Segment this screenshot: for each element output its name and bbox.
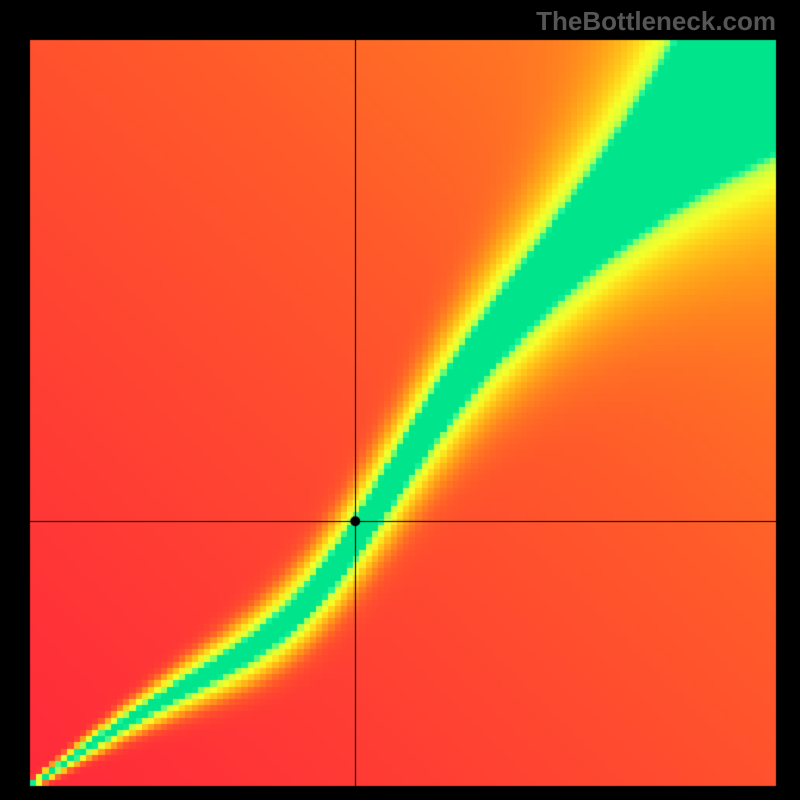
watermark-text: TheBottleneck.com — [536, 6, 776, 37]
bottleneck-heatmap — [0, 0, 800, 800]
chart-container: TheBottleneck.com — [0, 0, 800, 800]
